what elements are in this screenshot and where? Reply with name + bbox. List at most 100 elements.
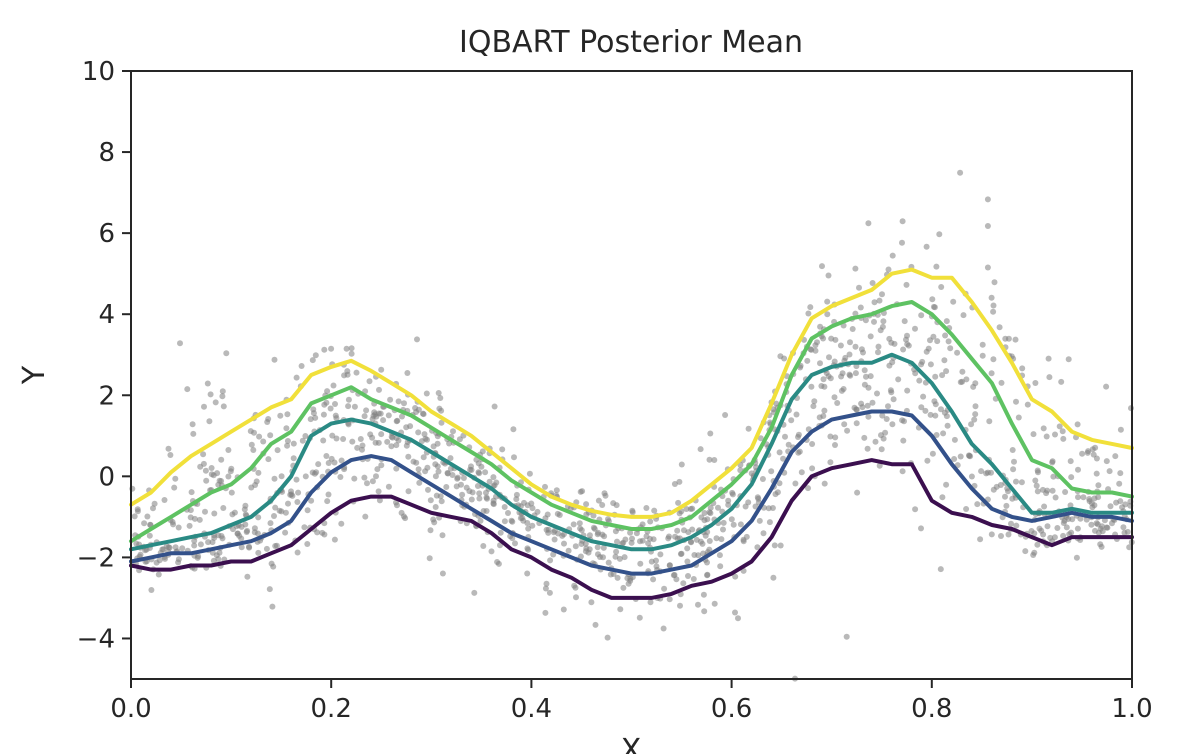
scatter-point	[861, 434, 868, 441]
scatter-point	[895, 376, 902, 383]
scatter-point	[879, 291, 885, 298]
scatter-point	[290, 455, 297, 462]
scatter-point	[1074, 525, 1081, 532]
scatter-point	[369, 478, 376, 485]
scatter-point	[923, 243, 930, 250]
scatter-point	[963, 376, 970, 383]
scatter-point	[331, 536, 338, 543]
scatter-point	[1122, 501, 1129, 508]
scatter-point	[1043, 490, 1050, 497]
scatter-point	[301, 524, 308, 531]
scatter-point	[331, 459, 338, 466]
scatter-point	[650, 576, 657, 583]
scatter-point	[979, 341, 986, 348]
scatter-point	[345, 421, 352, 428]
scatter-point	[509, 535, 516, 542]
scatter-point	[393, 418, 400, 425]
scatter-point	[542, 609, 549, 616]
scatter-point	[320, 437, 327, 444]
scatter-point	[899, 239, 905, 246]
scatter-point	[205, 539, 212, 546]
scatter-point	[241, 506, 248, 513]
x-axis: 0.0 0.2 0.4 0.6 0.8 1.0	[110, 679, 1153, 724]
scatter-point	[542, 515, 549, 522]
scatter-point	[200, 451, 207, 458]
scatter-point	[818, 383, 825, 389]
scatter-point	[545, 526, 552, 533]
scatter-point	[812, 347, 819, 354]
scatter-point	[927, 361, 934, 368]
scatter-point	[889, 421, 896, 428]
scatter-point	[627, 529, 634, 536]
scatter-point	[1047, 534, 1054, 541]
x-axis-label: X	[621, 733, 642, 754]
scatter-point	[421, 431, 428, 438]
scatter-point	[497, 529, 504, 536]
scatter-point	[583, 501, 590, 508]
scatter-point	[374, 466, 381, 473]
scatter-point	[373, 473, 379, 480]
scatter-point	[337, 474, 344, 480]
scatter-point	[1036, 525, 1043, 532]
scatter-point	[246, 543, 252, 550]
scatter-point	[842, 354, 849, 361]
scatter-point	[321, 401, 328, 408]
scatter-point	[819, 263, 825, 270]
scatter-point	[376, 386, 382, 393]
scatter-point	[219, 388, 226, 395]
scatter-point	[410, 458, 417, 465]
scatter-point	[588, 599, 595, 606]
scatter-point	[757, 435, 764, 442]
scatter-point	[376, 497, 383, 504]
scatter-point	[393, 465, 400, 472]
scatter-point	[1117, 426, 1124, 433]
scatter-point	[701, 608, 708, 615]
scatter-point	[616, 555, 623, 562]
scatter-point	[1103, 458, 1110, 465]
scatter-point	[684, 545, 691, 552]
scatter-point	[1104, 524, 1111, 531]
scatter-point	[357, 436, 364, 442]
scatter-point	[1043, 433, 1050, 440]
scatter-point	[423, 390, 430, 397]
scatter-point	[415, 429, 422, 436]
scatter-point	[1090, 451, 1097, 458]
scatter-point	[597, 554, 603, 560]
scatter-point	[202, 508, 208, 515]
scatter-point	[984, 469, 991, 476]
scatter-point	[776, 480, 783, 487]
scatter-point	[847, 372, 854, 379]
scatter-point	[918, 404, 925, 411]
scatter-point	[1080, 494, 1087, 501]
scatter-point	[843, 633, 850, 640]
scatter-point	[244, 573, 251, 580]
scatter-point	[971, 416, 978, 423]
scatter-point	[1093, 470, 1100, 477]
scatter-point	[643, 505, 650, 511]
scatter-point	[959, 368, 966, 375]
scatter-point	[137, 551, 144, 558]
scatter-point	[395, 437, 402, 444]
scatter-point	[290, 440, 297, 447]
scatter-point	[998, 379, 1005, 386]
scatter-point	[867, 373, 874, 380]
scatter-point	[918, 525, 924, 532]
scatter-point	[583, 511, 590, 518]
scatter-point	[847, 339, 853, 346]
scatter-point	[905, 342, 912, 349]
scatter-point	[1041, 503, 1048, 510]
scatter-point	[1074, 421, 1081, 428]
scatter-point	[403, 424, 410, 431]
scatter-point	[175, 559, 182, 566]
scatter-point	[856, 284, 862, 291]
scatter-point	[614, 574, 621, 581]
x-tick-label: 0.4	[511, 694, 552, 724]
scatter-point	[264, 419, 271, 425]
scatter-point	[332, 401, 338, 407]
scatter-point	[671, 571, 678, 578]
scatter-point	[745, 425, 752, 432]
scatter-point	[732, 573, 739, 580]
scatter-point	[354, 444, 361, 451]
scatter-point	[666, 562, 673, 569]
